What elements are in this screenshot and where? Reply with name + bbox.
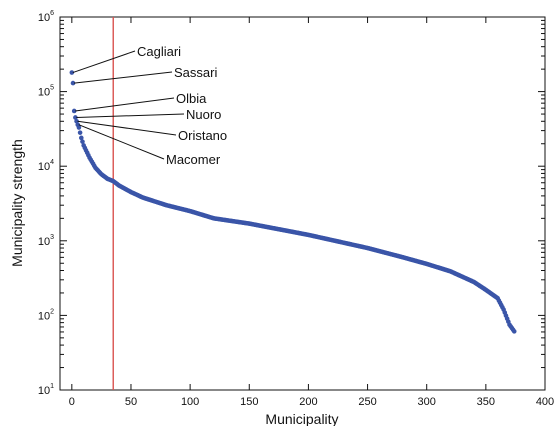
data-point [73,115,78,120]
annotation-label: Macomer [166,152,221,167]
y-tick-label: 106 [38,10,54,24]
x-tick-label: 250 [358,396,376,408]
plot-frame [59,16,546,391]
data-point [511,329,517,334]
x-tick-label: 400 [536,396,554,408]
annotation-label: Cagliari [137,44,181,59]
y-tick-label: 101 [38,383,54,397]
annotation-label: Olbia [176,91,207,106]
x-tick-label: 300 [418,396,436,408]
data-point [77,130,83,135]
data-point [71,108,77,114]
y-tick-exponent: 3 [50,234,54,241]
y-tick-exponent: 1 [50,383,54,390]
annotation-label: Sassari [174,65,217,80]
y-axis-label: Municipality strength [9,139,25,267]
data-point [78,135,84,141]
y-axis-ticks: 101 102 103 104 105 106 [38,10,545,397]
data-point [69,70,75,75]
annotation-leader [76,113,185,118]
x-tick-label: 350 [477,396,495,408]
x-tick-label: 0 [69,396,75,408]
data-point [76,125,82,130]
annotation-leader [75,97,175,112]
x-tick-label: 150 [240,396,258,408]
annotation-leader [78,124,165,160]
annotation-label: Oristano [178,128,227,143]
data-points [69,70,517,334]
y-tick-label: 104 [38,159,54,173]
annotation-leader [73,71,173,84]
y-tick-label: 105 [38,85,54,99]
y-tick-exponent: 2 [50,308,54,315]
annotation-leader [72,50,136,74]
x-tick-label: 200 [299,396,317,408]
x-axis-ticks: 0 50 100 150 200 250 300 350 400 [69,17,554,408]
annotation-leader [77,120,177,136]
data-point [70,80,76,86]
annotation-label: Nuoro [186,107,221,122]
y-tick-exponent: 4 [50,159,54,166]
x-axis-label: Municipality [265,411,338,426]
data-point [80,139,85,144]
y-tick-exponent: 5 [50,85,54,92]
y-tick-exponent: 6 [50,10,54,17]
x-tick-label: 50 [125,396,137,408]
y-tick-label: 103 [38,234,54,248]
x-tick-label: 100 [181,396,199,408]
y-tick-label: 102 [38,308,54,322]
